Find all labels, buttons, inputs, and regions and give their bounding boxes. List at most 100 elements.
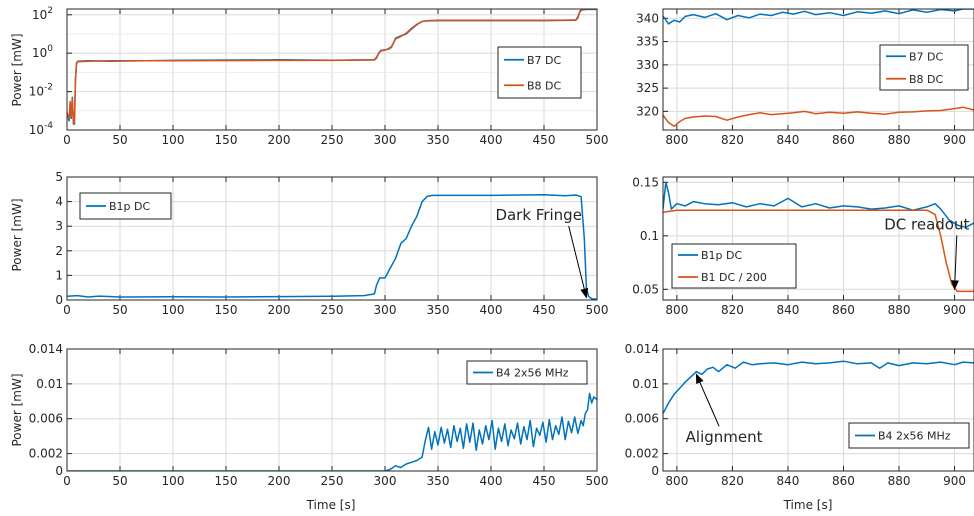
y-tick-label: 102	[32, 6, 53, 22]
annotation-text: DC readout	[884, 215, 969, 233]
xlabel-bottom-right: Time [s]	[783, 498, 833, 512]
y-tick-label: 0.01	[632, 377, 659, 391]
x-tick-label: 250	[321, 133, 344, 147]
x-tick-label: 300	[374, 133, 397, 147]
y-tick-label: 0.006	[29, 412, 63, 426]
x-tick-label: 200	[268, 474, 291, 488]
annotation-arrow	[568, 225, 589, 299]
x-tick-label: 0	[63, 303, 71, 317]
legend-box	[879, 44, 969, 91]
legend-box	[497, 46, 582, 99]
x-tick-label: 880	[888, 133, 911, 147]
legend-box	[671, 243, 797, 289]
x-tick-label: 450	[533, 474, 556, 488]
series-line-b8-dc	[67, 9, 597, 125]
x-tick-label: 100	[162, 133, 185, 147]
chart-panel-p6: 800 820 840 860 880 900 0 0.002 0.006 0.01 0.014 Al…	[625, 342, 974, 488]
y-tick-label: 0.014	[29, 342, 63, 356]
legend: B7 DC B8 DC	[879, 44, 969, 91]
x-tick-label: 250	[321, 474, 344, 488]
y-tick-label: 0.01	[36, 377, 63, 391]
legend-label: B4 2x56 MHz	[496, 367, 569, 380]
y-tick-label: 10-4	[29, 121, 54, 137]
x-tick-label: 800	[665, 474, 688, 488]
y-tick-label: 0.002	[29, 447, 63, 461]
legend: B1p DC B1 DC / 200	[671, 243, 797, 289]
x-tick-label: 500	[586, 474, 609, 488]
series-line-b4-2x56-mhz	[67, 392, 597, 471]
ylabel-top-left: Power [mW]	[10, 33, 24, 106]
y-tick-label: 0.002	[625, 447, 659, 461]
chart-panel-p1: 0 50 100 150 200 250 300 350 400 450 500 10-4 10-2 10…	[29, 6, 609, 147]
x-tick-label: 860	[832, 133, 855, 147]
axis-box	[66, 8, 598, 131]
x-tick-label: 350	[427, 474, 450, 488]
x-tick-label: 880	[888, 303, 911, 317]
xlabel-bottom-left: Time [s]	[306, 498, 356, 512]
x-tick-label: 840	[777, 133, 800, 147]
axis-box	[66, 176, 598, 301]
y-tick-label: 100	[32, 44, 53, 60]
x-tick-label: 50	[112, 133, 127, 147]
x-tick-label: 800	[665, 133, 688, 147]
legend: B4 2x56 MHz	[848, 422, 970, 449]
x-tick-label: 300	[374, 474, 397, 488]
ylabel-bottom-left: Power [mW]	[10, 373, 24, 446]
y-tick-label: 0	[651, 464, 659, 478]
x-tick-label: 880	[888, 474, 911, 488]
axis-box	[66, 348, 598, 472]
y-tick-label: 10-2	[29, 83, 53, 99]
legend-label: B8 DC	[527, 79, 562, 92]
x-tick-label: 100	[162, 474, 185, 488]
x-tick-label: 900	[943, 474, 966, 488]
x-tick-label: 900	[943, 303, 966, 317]
y-tick-label: 340	[636, 11, 659, 25]
chart-panel-p2: 800 820 840 860 880 900 320 325 330 335 340 B7 DC B8…	[636, 8, 974, 147]
x-tick-label: 100	[162, 303, 185, 317]
x-tick-label: 820	[721, 474, 744, 488]
legend-label: B4 2x56 MHz	[878, 430, 951, 443]
y-tick-label: 2	[55, 244, 63, 258]
x-tick-label: 150	[215, 303, 238, 317]
x-tick-label: 400	[480, 474, 503, 488]
chart-panel-p3: 0 50 100 150 200 250 300 350 400 450 500 0 1 2 3 4 5 Dark…	[55, 170, 608, 317]
x-tick-label: 860	[832, 303, 855, 317]
y-tick-label: 3	[55, 219, 63, 233]
legend-label: B1p DC	[701, 249, 742, 262]
y-tick-label: 330	[636, 58, 659, 72]
x-tick-label: 500	[586, 133, 609, 147]
annotation-arrow	[695, 373, 720, 427]
series-line-b8-dc	[663, 106, 974, 128]
y-tick-label: 335	[636, 35, 659, 49]
x-tick-label: 860	[832, 474, 855, 488]
series-line-b7-dc	[663, 9, 974, 25]
x-tick-label: 800	[665, 303, 688, 317]
x-tick-label: 200	[268, 303, 291, 317]
y-tick-label: 5	[55, 170, 63, 184]
legend-label: B7 DC	[527, 54, 562, 67]
legend: B1p DC	[79, 192, 172, 220]
legend-box	[466, 360, 588, 385]
x-tick-label: 820	[721, 303, 744, 317]
y-tick-label: 0.15	[632, 175, 659, 189]
y-tick-label: 0	[55, 293, 63, 307]
axis-box	[662, 348, 974, 472]
legend-label: B1 DC / 200	[701, 271, 767, 284]
y-tick-label: 0	[55, 464, 63, 478]
legend-box	[848, 422, 970, 449]
annotation-text: Dark Fringe	[495, 206, 582, 224]
chart-panel-p5: 0 50 100 150 200 250 300 350 400 450 50000.0020.00…	[29, 342, 609, 488]
x-tick-label: 250	[321, 303, 344, 317]
legend-label: B7 DC	[909, 50, 944, 63]
x-tick-label: 300	[374, 303, 397, 317]
x-tick-label: 400	[480, 303, 503, 317]
annotation-arrow	[950, 235, 959, 291]
x-tick-label: 150	[215, 474, 238, 488]
x-tick-label: 840	[777, 474, 800, 488]
x-tick-label: 450	[533, 303, 556, 317]
axis-box	[662, 8, 974, 131]
x-tick-label: 0	[63, 474, 71, 488]
series-line-b1p-dc	[663, 181, 974, 229]
x-tick-label: 350	[427, 133, 450, 147]
